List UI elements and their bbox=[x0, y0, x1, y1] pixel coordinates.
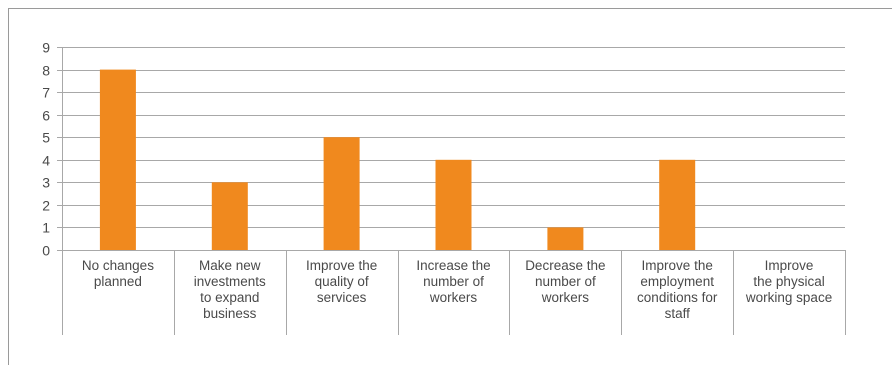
category-label: Improve the physical working space bbox=[745, 258, 833, 305]
bar-0 bbox=[99, 69, 136, 250]
category-label: Make new investments to expand business bbox=[193, 258, 266, 321]
y-tick-label: 3 bbox=[42, 175, 50, 191]
y-tick-label: 6 bbox=[42, 108, 50, 124]
bar-4 bbox=[547, 227, 584, 250]
bar-5 bbox=[659, 159, 696, 250]
y-tick-label: 4 bbox=[42, 153, 50, 169]
y-tick-label: 9 bbox=[42, 40, 50, 56]
y-tick-label: 1 bbox=[42, 220, 50, 236]
bar-2 bbox=[323, 137, 360, 250]
bar-3 bbox=[435, 159, 472, 250]
category-label: Improve the quality of services bbox=[305, 258, 378, 305]
category-label: No changes planned bbox=[81, 258, 154, 289]
category-label: Improve the employment conditions for st… bbox=[637, 258, 718, 321]
y-tick-label: 5 bbox=[42, 130, 50, 146]
y-tick-label: 0 bbox=[42, 243, 50, 259]
y-tick-label: 7 bbox=[42, 85, 50, 101]
bar-1 bbox=[211, 182, 248, 250]
category-label: Decrease the number of workers bbox=[525, 258, 606, 305]
chart-frame bbox=[8, 8, 892, 365]
y-tick-label: 8 bbox=[42, 63, 50, 79]
y-tick-label: 2 bbox=[42, 198, 50, 214]
category-label: Increase the number of workers bbox=[416, 258, 491, 305]
